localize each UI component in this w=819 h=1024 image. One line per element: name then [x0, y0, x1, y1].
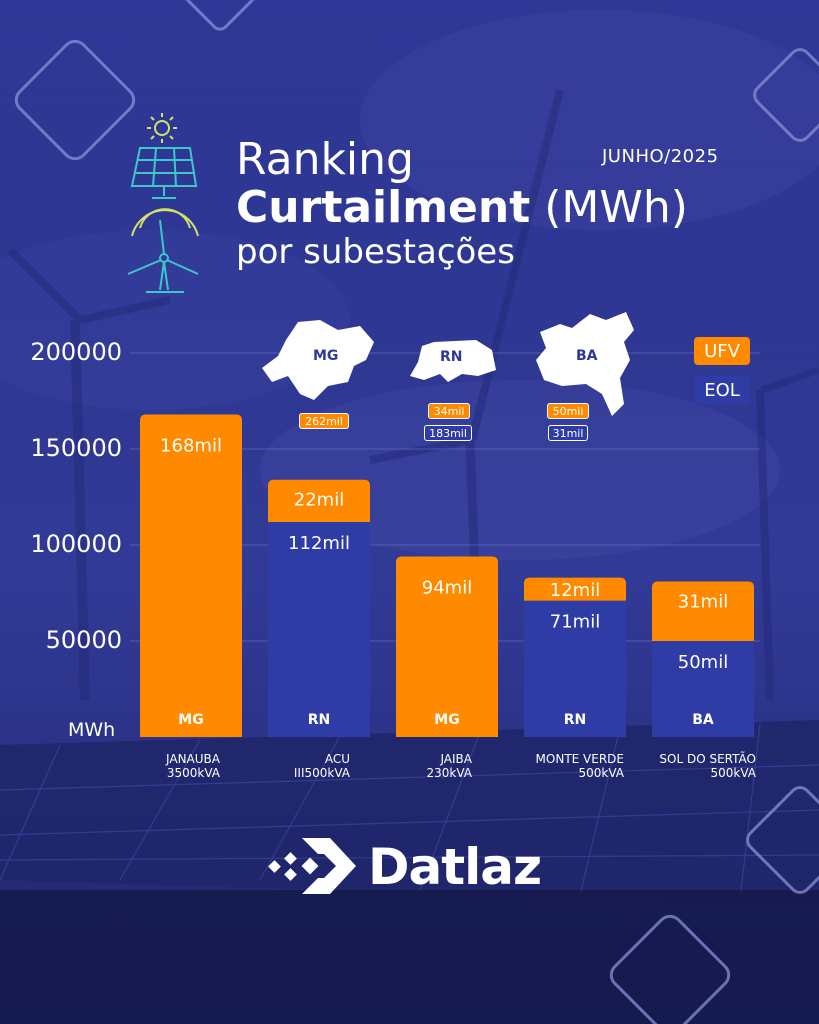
x-label-name: MONTE VERDE	[535, 752, 624, 766]
data-label-ufv: 12mil	[550, 580, 600, 601]
x-label-name: SOL DO SERTÃO	[659, 752, 756, 766]
x-label: JAIBA 230kVA	[392, 752, 472, 780]
bar-segment-ufv	[524, 577, 626, 601]
data-label-ufv: 168mil	[160, 435, 222, 456]
date-label: JUNHO/2025	[602, 146, 719, 167]
x-label-capacity: 500kVA	[710, 766, 756, 780]
solar-panel-icon	[130, 147, 198, 199]
wind-turbine-icon	[127, 208, 199, 293]
y-tick-label: 200000	[30, 338, 122, 366]
sun-icon	[147, 113, 177, 143]
x-label-name: JAIBA	[440, 752, 472, 766]
solar-wind-icons	[127, 113, 199, 293]
y-axis-unit: MWh	[68, 719, 116, 741]
map-ufv-badge: 50mil	[547, 403, 589, 419]
x-label: ACU III500kVA	[270, 752, 350, 780]
x-label-name: JANAUBA	[166, 752, 220, 766]
bar-segment-eol	[652, 641, 754, 737]
brand-name: Datlaz	[368, 838, 542, 896]
map-eol-badge: 183mil	[424, 425, 472, 441]
map-state-label: RN	[440, 349, 463, 365]
bar-segment-ufv	[140, 414, 242, 737]
legend-ufv: UFV	[694, 337, 750, 365]
x-label-capacity: 230kVA	[426, 766, 472, 780]
bar-segment-ufv	[652, 581, 754, 641]
x-label: MONTE VERDE 500kVA	[518, 752, 624, 780]
map-rn-icon	[410, 340, 496, 382]
bar-state-label: RN	[308, 712, 331, 728]
data-label-eol: 71mil	[550, 612, 600, 633]
map-mg-icon	[262, 320, 374, 400]
bar-segment-ufv	[268, 479, 370, 522]
title-line-1: Ranking	[236, 134, 414, 185]
map-eol-badge: 31mil	[548, 425, 588, 441]
title-bold: Curtailment	[236, 182, 531, 233]
bar-segment-eol	[268, 521, 370, 737]
x-label: SOL DO SERTÃO 500kVA	[640, 752, 756, 780]
bar-segment-ufv	[396, 556, 498, 737]
datlaz-logo-icon	[268, 838, 356, 894]
title-unit: (MWh)	[544, 182, 688, 233]
bar-state-label: MG	[434, 712, 459, 728]
bar-state-label: MG	[178, 712, 203, 728]
data-label-ufv: 31mil	[678, 591, 728, 612]
data-label-ufv: 94mil	[422, 578, 472, 599]
x-label: JANAUBA 3500kVA	[140, 752, 220, 780]
y-tick-label: 100000	[30, 530, 122, 558]
data-label-eol: 112mil	[288, 533, 350, 554]
map-ufv-badge: 34mil	[428, 403, 470, 419]
map-ba-icon	[536, 312, 634, 416]
title-line-2: Curtailment (MWh)	[236, 182, 688, 233]
x-label-capacity: III500kVA	[293, 766, 350, 780]
data-label-eol: 50mil	[678, 652, 728, 673]
bar-state-label: RN	[564, 712, 587, 728]
map-state-label: MG	[313, 348, 339, 364]
data-label-ufv: 22mil	[294, 490, 344, 511]
legend-eol: EOL	[694, 376, 750, 404]
x-label-name: ACU	[324, 752, 350, 766]
bar-state-label: BA	[692, 712, 714, 728]
y-tick-label: 50000	[45, 626, 122, 654]
title-line-3: por subestações	[236, 232, 515, 272]
x-label-capacity: 500kVA	[578, 766, 624, 780]
x-label-capacity: 3500kVA	[166, 766, 220, 780]
map-state-label: BA	[576, 348, 598, 364]
bar-segment-eol	[524, 600, 626, 737]
y-tick-label: 150000	[30, 434, 122, 462]
map-ufv-badge: 262mil	[299, 413, 349, 429]
